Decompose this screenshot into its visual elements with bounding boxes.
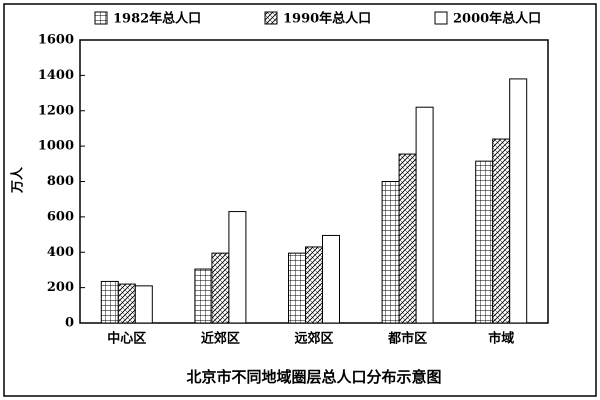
x-tick-label: 都市区: [387, 331, 427, 347]
y-tick-label: 600: [47, 209, 74, 224]
bar: [509, 78, 528, 324]
bar: [211, 252, 230, 324]
legend-swatch: [434, 11, 448, 25]
frame: [3, 3, 597, 397]
y-axis-label: 万人: [10, 166, 26, 194]
legend-label: 1990年总人口: [283, 11, 371, 27]
y-tick-label: 1400: [38, 68, 74, 83]
bar: [305, 246, 323, 324]
chart-title: 北京市不同地域圈层总人口分布示意图: [186, 368, 441, 386]
x-tick-label: 近郊区: [201, 331, 240, 347]
y-tick-label: 200: [47, 280, 74, 295]
bar: [134, 285, 153, 324]
legend-label: 1982年总人口: [113, 11, 201, 27]
x-tick-label: 中心区: [107, 331, 146, 347]
bar: [415, 106, 434, 324]
bar: [381, 181, 400, 324]
bar: [322, 234, 340, 324]
bar: [228, 211, 247, 324]
bar: [475, 160, 494, 324]
y-tick-label: 800: [47, 174, 74, 189]
y-tick-label: 400: [47, 245, 74, 260]
bar: [117, 283, 136, 324]
y-tick-label: 1600: [38, 33, 74, 48]
legend-label: 2000年总人口: [453, 11, 541, 27]
bar: [100, 280, 119, 324]
legend-swatch: [94, 11, 108, 25]
bar: [288, 252, 306, 324]
x-tick-label: 市域: [488, 331, 514, 347]
y-tick-label: 0: [65, 316, 74, 331]
bar: [492, 138, 511, 324]
x-tick-label: 远郊区: [294, 331, 333, 347]
y-tick-label: 1000: [38, 139, 74, 154]
bar: [398, 153, 417, 324]
bar: [194, 268, 213, 324]
legend-swatch: [264, 11, 278, 25]
y-tick-label: 1200: [38, 103, 74, 118]
